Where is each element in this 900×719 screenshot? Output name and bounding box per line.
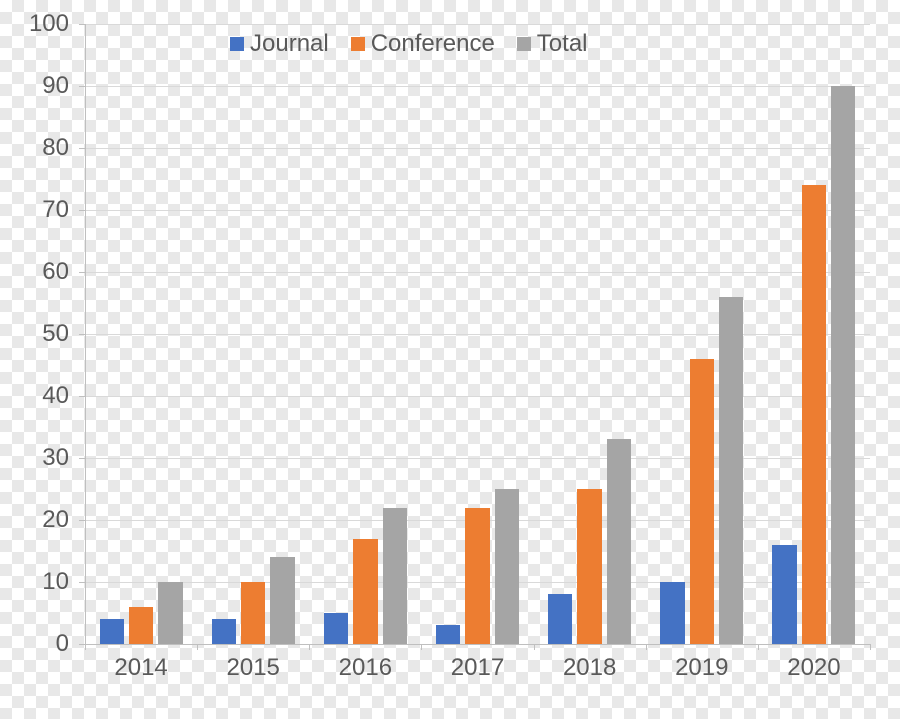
x-tick-label: 2017 <box>451 654 504 682</box>
x-tick-mark <box>421 644 422 650</box>
x-tick-mark <box>870 644 871 650</box>
bar-total <box>831 86 855 644</box>
bar-journal <box>100 619 124 644</box>
legend-swatch <box>517 37 531 51</box>
bar-group <box>212 24 295 644</box>
bar-journal <box>660 582 684 644</box>
bar-journal <box>324 613 348 644</box>
x-tick-mark <box>309 644 310 650</box>
legend-label: Total <box>537 30 588 58</box>
x-tick-label: 2015 <box>227 654 280 682</box>
x-tick-label: 2019 <box>675 654 728 682</box>
bar-conference <box>465 508 489 644</box>
legend-label: Conference <box>371 30 495 58</box>
x-tick-mark <box>646 644 647 650</box>
y-tick-label: 80 <box>9 134 69 162</box>
x-tick-label: 2020 <box>787 654 840 682</box>
bar-conference <box>577 489 601 644</box>
plot-area <box>85 24 870 644</box>
x-axis <box>85 644 870 645</box>
y-tick-label: 40 <box>9 382 69 410</box>
y-tick-label: 70 <box>9 196 69 224</box>
y-tick-label: 0 <box>9 630 69 658</box>
y-tick-label: 20 <box>9 506 69 534</box>
legend-swatch <box>351 37 365 51</box>
bar-group <box>100 24 183 644</box>
bar-journal <box>436 625 460 644</box>
y-tick-label: 100 <box>9 10 69 38</box>
legend-label: Journal <box>250 30 329 58</box>
y-tick-label: 90 <box>9 72 69 100</box>
legend-swatch <box>230 37 244 51</box>
x-tick-label: 2018 <box>563 654 616 682</box>
y-tick-label: 60 <box>9 258 69 286</box>
bar-journal <box>772 545 796 644</box>
bar-group <box>660 24 743 644</box>
bar-total <box>719 297 743 644</box>
legend-item-journal: Journal <box>230 30 329 58</box>
y-axis <box>85 24 86 644</box>
bar-total <box>607 439 631 644</box>
x-tick-label: 2014 <box>114 654 167 682</box>
x-tick-mark <box>197 644 198 650</box>
bar-group <box>772 24 855 644</box>
bar-group <box>324 24 407 644</box>
bar-total <box>158 582 182 644</box>
bar-conference <box>129 607 153 644</box>
y-tick-label: 10 <box>9 568 69 596</box>
x-tick-label: 2016 <box>339 654 392 682</box>
bar-journal <box>548 594 572 644</box>
bar-conference <box>802 185 826 644</box>
x-tick-mark <box>85 644 86 650</box>
bar-group <box>436 24 519 644</box>
publications-bar-chart: Journal Conference Total 0 10 20 30 40 50 60 70 80… <box>0 0 900 719</box>
bar-group <box>548 24 631 644</box>
bar-total <box>270 557 294 644</box>
y-tick-label: 30 <box>9 444 69 472</box>
bar-conference <box>241 582 265 644</box>
legend: Journal Conference Total <box>230 30 588 58</box>
bar-journal <box>212 619 236 644</box>
bar-conference <box>353 539 377 644</box>
x-tick-mark <box>534 644 535 650</box>
legend-item-total: Total <box>517 30 588 58</box>
x-tick-mark <box>758 644 759 650</box>
bar-total <box>495 489 519 644</box>
bar-conference <box>690 359 714 644</box>
bar-total <box>383 508 407 644</box>
y-tick-label: 50 <box>9 320 69 348</box>
legend-item-conference: Conference <box>351 30 495 58</box>
